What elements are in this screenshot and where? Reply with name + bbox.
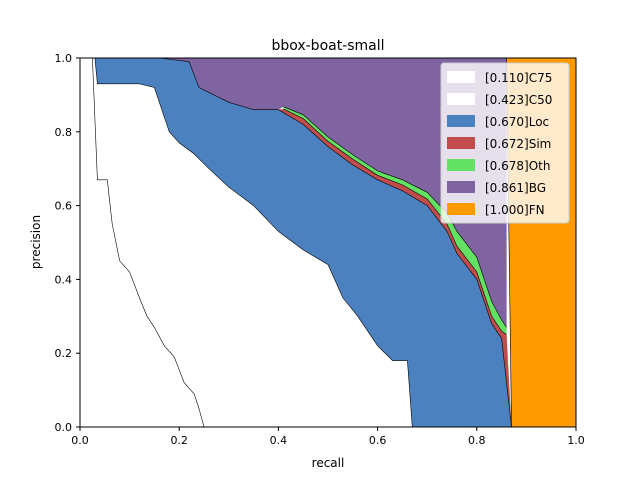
legend-entry-bg: [0.861]BG	[447, 181, 546, 195]
legend-swatch	[447, 137, 475, 149]
legend-entry-sim: [0.672]Sim	[447, 137, 551, 151]
x-tick-label: 1.0	[567, 434, 585, 447]
legend-entry-c50: [0.423]C50	[447, 93, 552, 107]
legend-label: [0.670]Loc	[485, 115, 549, 129]
c75-curve	[92, 57, 205, 428]
c50-curve	[94, 57, 413, 428]
loc-curve	[159, 57, 512, 428]
x-tick-label: 0.2	[170, 434, 188, 447]
legend-label: [0.861]BG	[485, 181, 546, 195]
legend-label: [1.000]FN	[485, 203, 545, 217]
y-tick-label: 0.8	[55, 126, 73, 139]
legend-label: [0.423]C50	[485, 93, 552, 107]
legend-swatch	[447, 181, 475, 193]
x-tick-label: 0.8	[468, 434, 486, 447]
plot-frame	[79, 57, 577, 428]
y-tick-label: 0.4	[55, 273, 73, 286]
chart-title: bbox-boat-small	[271, 38, 384, 54]
legend-label: [0.110]C75	[485, 71, 552, 85]
legend-entry-oth: [0.678]Oth	[447, 159, 550, 173]
loc-area	[94, 58, 512, 427]
legend-swatch	[447, 203, 475, 215]
axes: 0.0 0.2 0.4 0.6 0.8 1.0 0.0 0.2 0.4 0.6 0.8 1.0	[55, 52, 585, 447]
legend-swatch	[447, 71, 475, 83]
x-tick-label: 0.6	[369, 434, 387, 447]
y-axis-label: precision	[29, 215, 43, 269]
y-tick-label: 0.0	[55, 421, 73, 434]
legend-swatch	[447, 93, 475, 105]
legend-label: [0.678]Oth	[485, 159, 550, 173]
oth-curve	[283, 106, 507, 328]
x-tick-label: 0.4	[270, 434, 288, 447]
y-tick-label: 1.0	[55, 52, 73, 65]
legend-entry-c75: [0.110]C75	[447, 71, 552, 85]
legend-entry-fn: [1.000]FN	[447, 203, 545, 217]
legend-swatch	[447, 115, 475, 127]
legend-entry-loc: [0.670]Loc	[447, 115, 549, 129]
legend-label: [0.672]Sim	[485, 137, 551, 151]
sim-curve	[283, 108, 507, 336]
legend-swatch	[447, 159, 475, 171]
y-tick-label: 0.6	[55, 200, 73, 213]
y-tick-label: 0.2	[55, 347, 73, 360]
x-tick-label: 0.0	[71, 434, 89, 447]
legend: [0.110]C75 [0.423]C50 [0.670]Loc [0.672]Sim…	[440, 62, 570, 224]
bg-area	[159, 58, 507, 328]
x-axis-label: recall	[312, 456, 345, 470]
